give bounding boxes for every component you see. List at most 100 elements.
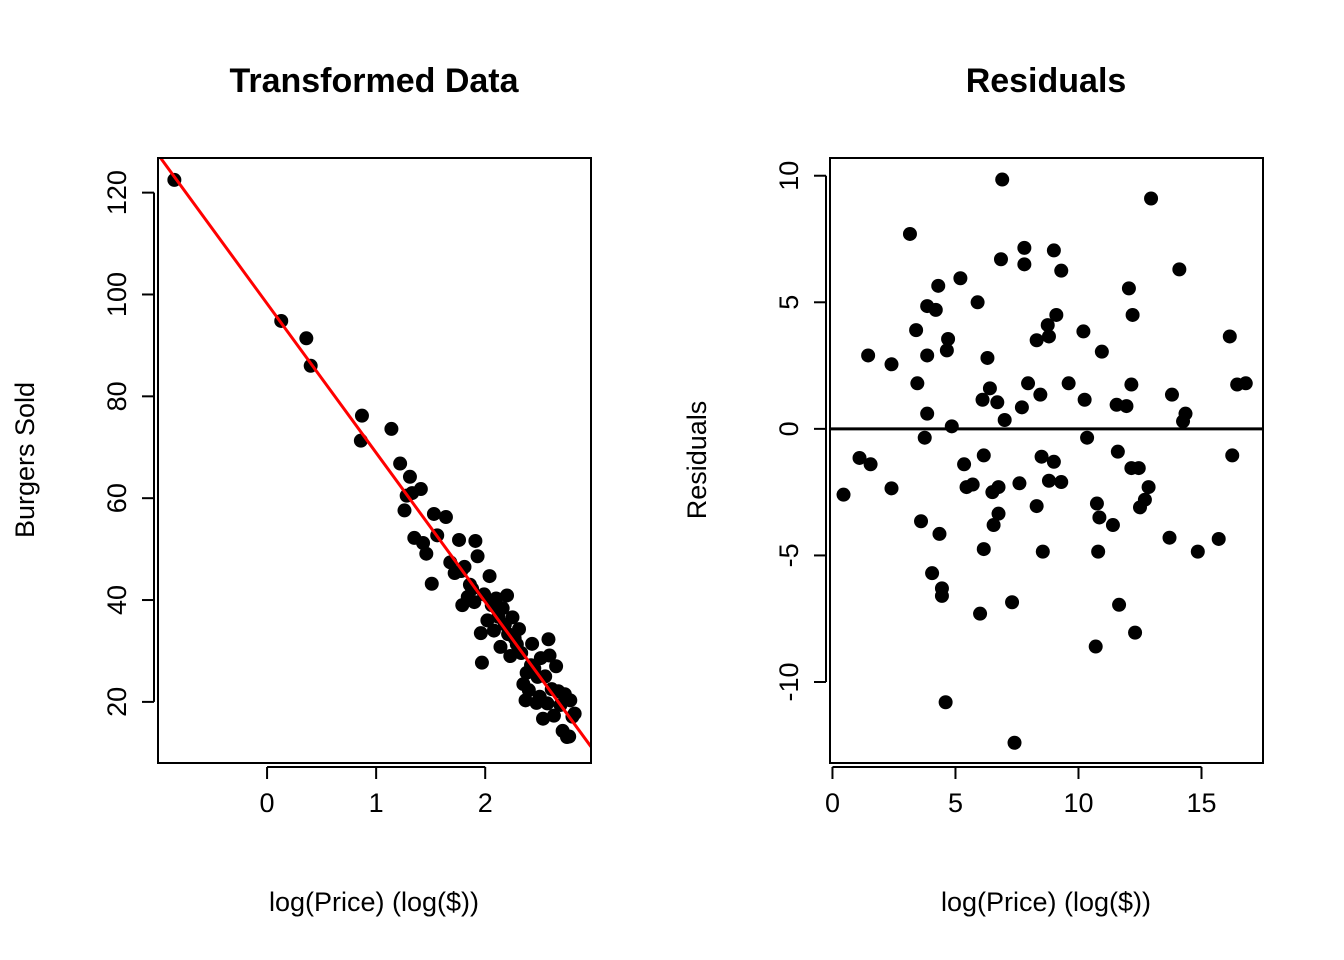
data-point bbox=[1080, 430, 1095, 445]
data-point bbox=[1049, 307, 1064, 322]
data-point bbox=[1211, 531, 1226, 546]
data-points bbox=[167, 172, 582, 745]
data-point bbox=[1040, 318, 1055, 333]
x-axis-label: log(Price) (log($)) bbox=[269, 887, 479, 917]
data-point bbox=[928, 302, 943, 317]
data-point bbox=[938, 695, 953, 710]
data-point bbox=[1091, 544, 1106, 559]
x-axis-ticks: 0 5 10 15 bbox=[825, 766, 1217, 818]
data-point bbox=[976, 448, 991, 463]
data-point bbox=[1164, 387, 1179, 402]
chart-title: Transformed Data bbox=[229, 62, 519, 100]
data-point bbox=[467, 595, 482, 610]
data-point bbox=[852, 450, 867, 465]
data-points bbox=[836, 172, 1253, 750]
residuals-panel: Residuals log(Price) (log($)) Residuals … bbox=[682, 62, 1264, 917]
data-point bbox=[941, 331, 956, 346]
y-tick-label: 5 bbox=[774, 295, 804, 310]
data-point bbox=[910, 376, 925, 391]
data-point bbox=[944, 419, 959, 434]
data-point bbox=[1094, 344, 1109, 359]
data-point bbox=[1110, 444, 1125, 459]
data-point bbox=[863, 457, 878, 472]
x-axis-ticks: 0 1 2 bbox=[260, 766, 493, 818]
data-point bbox=[493, 639, 508, 654]
data-point bbox=[384, 421, 399, 436]
data-point bbox=[997, 412, 1012, 427]
data-point bbox=[995, 172, 1010, 187]
data-point bbox=[1128, 625, 1143, 640]
data-point bbox=[1077, 392, 1092, 407]
x-axis-label: log(Price) (log($)) bbox=[941, 887, 1151, 917]
data-point bbox=[1131, 461, 1146, 476]
data-point bbox=[470, 549, 485, 564]
data-point bbox=[542, 648, 557, 663]
data-point bbox=[1092, 510, 1107, 525]
x-tick-label: 10 bbox=[1063, 788, 1093, 818]
data-point bbox=[416, 536, 431, 550]
data-point bbox=[934, 588, 949, 603]
data-point bbox=[836, 487, 851, 502]
data-point bbox=[920, 406, 935, 421]
data-point bbox=[525, 636, 540, 651]
data-point bbox=[541, 632, 556, 647]
plot-frame bbox=[829, 157, 1264, 764]
data-point bbox=[505, 610, 520, 625]
data-point bbox=[397, 503, 412, 518]
data-point bbox=[500, 588, 515, 603]
data-point bbox=[982, 381, 997, 396]
data-point bbox=[438, 510, 453, 525]
y-tick-label: -5 bbox=[774, 543, 804, 567]
data-point bbox=[1054, 475, 1069, 490]
x-tick-label: 2 bbox=[478, 788, 493, 818]
data-point bbox=[909, 323, 924, 338]
y-tick-label: 120 bbox=[102, 170, 132, 215]
data-point bbox=[957, 457, 972, 472]
data-point bbox=[1033, 387, 1048, 402]
data-point bbox=[1076, 324, 1091, 339]
chart-title: Residuals bbox=[966, 62, 1127, 100]
data-point bbox=[465, 581, 480, 596]
data-point bbox=[1190, 544, 1205, 559]
data-point bbox=[563, 693, 578, 708]
regression-line bbox=[158, 158, 591, 748]
data-point bbox=[1061, 376, 1076, 391]
data-point bbox=[993, 252, 1008, 267]
data-point bbox=[931, 278, 946, 293]
data-point bbox=[973, 606, 988, 621]
data-point bbox=[902, 226, 917, 241]
y-tick-label: 80 bbox=[102, 381, 132, 411]
data-point bbox=[1089, 496, 1104, 511]
data-point bbox=[1046, 243, 1061, 258]
data-point bbox=[1029, 333, 1044, 348]
data-point bbox=[1225, 448, 1240, 463]
data-point bbox=[1222, 329, 1237, 344]
data-point bbox=[503, 649, 518, 664]
data-point bbox=[512, 622, 527, 637]
data-point bbox=[1238, 376, 1253, 391]
data-point bbox=[1035, 544, 1050, 559]
data-point bbox=[884, 357, 899, 372]
data-point bbox=[976, 542, 991, 557]
data-point bbox=[480, 613, 495, 628]
data-point bbox=[939, 343, 954, 358]
data-point bbox=[1119, 399, 1134, 414]
data-point bbox=[953, 271, 968, 286]
data-point bbox=[1021, 376, 1036, 391]
x-tick-label: 5 bbox=[948, 788, 963, 818]
y-tick-label: 40 bbox=[102, 585, 132, 615]
data-point bbox=[424, 576, 439, 591]
y-tick-label: -10 bbox=[774, 662, 804, 701]
y-tick-label: 20 bbox=[102, 687, 132, 717]
y-axis-label: Residuals bbox=[682, 401, 712, 520]
data-point bbox=[1012, 476, 1027, 491]
data-point bbox=[1125, 307, 1140, 322]
data-point bbox=[965, 477, 980, 492]
data-point bbox=[1014, 400, 1029, 415]
data-point bbox=[1005, 595, 1020, 610]
data-point bbox=[521, 683, 536, 698]
data-point bbox=[482, 569, 497, 584]
data-point bbox=[1007, 735, 1022, 750]
data-point bbox=[536, 711, 551, 726]
